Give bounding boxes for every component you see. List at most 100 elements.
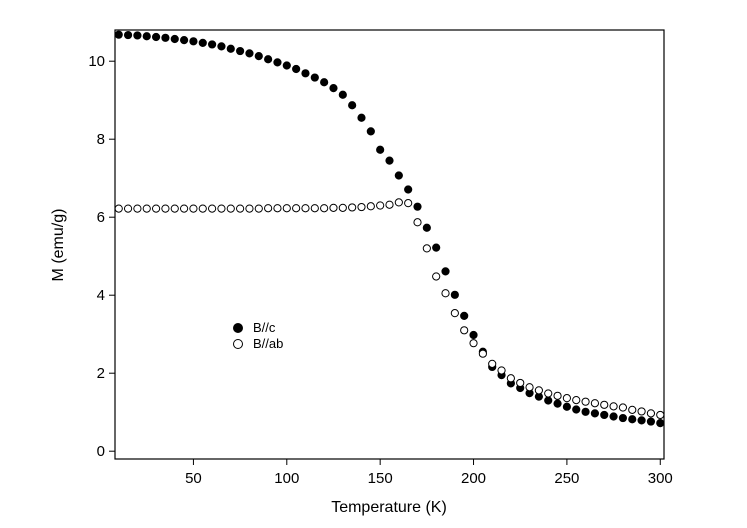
data-point-b-ab xyxy=(292,204,301,213)
data-point-b-c xyxy=(133,31,142,40)
data-point-b-c xyxy=(656,419,665,428)
data-point-b-ab xyxy=(488,359,497,368)
x-axis-title: Temperature (K) xyxy=(331,499,447,516)
data-point-b-ab xyxy=(497,366,506,375)
y-axis: 0 2 4 6 8 10 xyxy=(88,53,115,460)
data-point-b-ab xyxy=(516,378,525,388)
data-point-b-ab xyxy=(628,405,637,414)
data-point-b-c xyxy=(646,417,656,426)
data-point-b-c xyxy=(282,61,291,70)
data-point-b-ab xyxy=(600,400,609,409)
data-point-b-ab xyxy=(301,204,310,213)
y-tick-label: 0 xyxy=(97,443,105,460)
x-tick-label: 300 xyxy=(648,470,673,487)
data-point-b-ab xyxy=(264,204,273,213)
y-tick-label: 6 xyxy=(97,209,105,226)
data-point-b-ab xyxy=(441,289,450,298)
data-point-b-c xyxy=(301,69,310,78)
data-point-b-c xyxy=(441,267,450,276)
plot-frame xyxy=(114,29,665,460)
data-points xyxy=(114,30,665,428)
data-point-b-c xyxy=(385,156,394,165)
data-point-b-c xyxy=(245,49,254,58)
data-point-b-ab xyxy=(114,204,123,213)
data-point-b-ab xyxy=(273,204,282,213)
data-point-b-c xyxy=(264,55,273,64)
data-point-b-ab xyxy=(133,204,142,213)
y-tick-label: 4 xyxy=(97,287,105,304)
data-point-b-ab xyxy=(562,394,571,403)
data-point-b-ab xyxy=(142,204,151,213)
data-point-b-c xyxy=(357,113,366,122)
data-point-b-c xyxy=(394,171,403,180)
data-point-b-ab xyxy=(581,397,590,406)
y-axis-title: M (emu/g) xyxy=(50,209,67,282)
data-point-b-c xyxy=(123,30,133,40)
data-point-b-ab xyxy=(394,198,403,207)
data-point-b-ab xyxy=(282,204,291,213)
data-point-b-c xyxy=(600,410,609,420)
data-point-b-ab xyxy=(460,326,469,335)
data-point-b-c xyxy=(273,58,282,67)
data-point-b-c xyxy=(450,290,459,299)
x-tick-label: 100 xyxy=(274,470,299,487)
data-point-b-ab xyxy=(646,409,656,418)
data-point-b-ab xyxy=(338,203,347,212)
data-point-b-ab xyxy=(534,386,543,395)
data-point-b-c xyxy=(170,34,179,44)
data-point-b-c xyxy=(432,243,441,252)
data-point-b-ab xyxy=(198,204,207,213)
data-point-b-c xyxy=(366,127,375,136)
y-tick-label: 10 xyxy=(88,53,105,70)
data-point-b-ab xyxy=(432,272,441,281)
data-point-b-c xyxy=(179,36,189,45)
data-point-b-ab xyxy=(422,244,431,253)
data-point-b-ab xyxy=(208,204,217,213)
data-point-b-ab xyxy=(366,202,375,211)
data-point-b-c xyxy=(161,33,170,42)
legend-label-b-c: B//c xyxy=(253,320,276,335)
legend-label-b-ab: B//ab xyxy=(253,336,283,351)
data-point-b-c xyxy=(198,38,207,47)
data-point-b-ab xyxy=(572,396,581,405)
data-point-b-c xyxy=(469,330,478,340)
legend-marker-b-ab xyxy=(233,339,243,349)
data-point-b-c xyxy=(292,64,301,74)
data-point-b-ab xyxy=(553,391,562,400)
data-point-b-ab xyxy=(217,204,226,213)
data-point-b-ab xyxy=(357,202,366,212)
data-point-b-c xyxy=(310,73,319,82)
data-point-b-ab xyxy=(404,199,413,208)
data-point-b-c xyxy=(618,413,628,423)
data-point-b-c xyxy=(553,399,562,408)
data-point-b-c xyxy=(142,32,151,41)
data-point-b-c xyxy=(236,46,245,56)
data-point-b-c xyxy=(460,311,469,320)
data-point-b-ab xyxy=(189,204,198,213)
data-point-b-ab xyxy=(618,403,628,412)
data-point-b-ab xyxy=(329,203,338,212)
data-point-b-c xyxy=(151,32,161,42)
y-tick-label: 8 xyxy=(97,131,105,148)
data-point-b-c xyxy=(404,185,413,194)
data-point-b-ab xyxy=(320,204,329,213)
data-point-b-c xyxy=(590,409,600,418)
data-point-b-ab xyxy=(310,204,319,213)
data-point-b-ab xyxy=(544,389,553,398)
data-point-b-c xyxy=(562,402,571,411)
data-point-b-ab xyxy=(450,309,459,318)
data-point-b-c xyxy=(637,416,646,425)
data-point-b-c xyxy=(544,396,553,405)
data-point-b-ab xyxy=(179,204,189,213)
data-point-b-c xyxy=(114,30,123,39)
data-point-b-ab xyxy=(170,204,179,213)
data-point-b-c xyxy=(422,223,431,232)
data-point-b-ab xyxy=(413,218,422,227)
y-tick-label: 2 xyxy=(97,365,105,382)
data-point-b-ab xyxy=(385,200,394,209)
data-point-b-ab xyxy=(161,204,170,213)
data-point-b-c xyxy=(226,44,235,53)
data-point-b-ab xyxy=(236,204,245,213)
data-point-b-ab xyxy=(656,410,665,420)
